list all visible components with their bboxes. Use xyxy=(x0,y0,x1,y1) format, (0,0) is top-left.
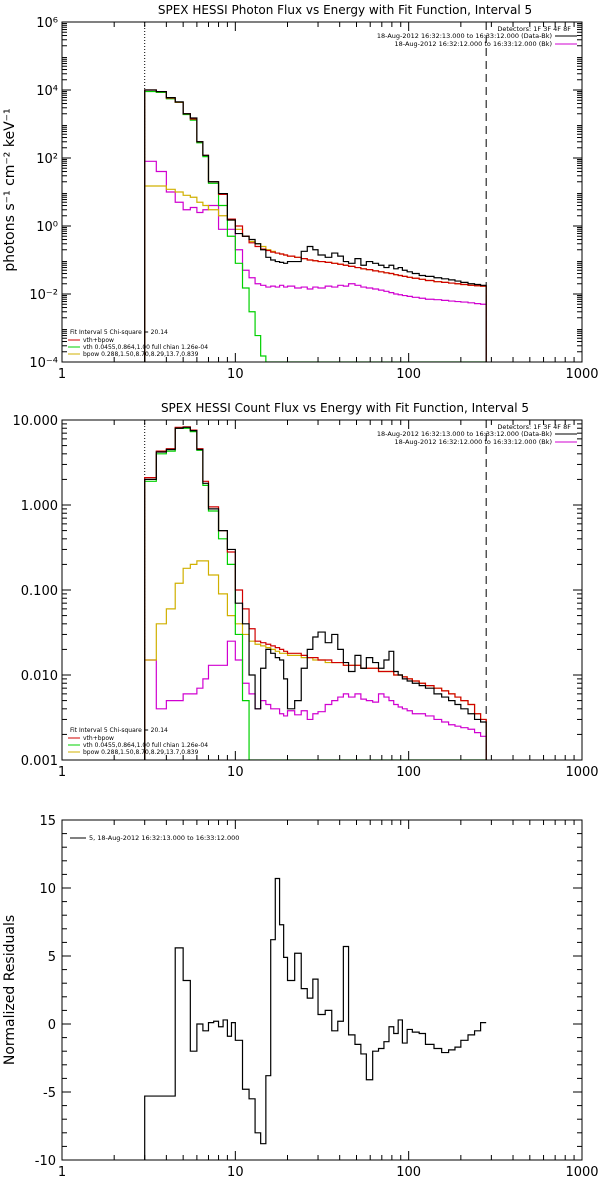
residual-series-total xyxy=(144,877,487,1160)
count-xtick-label: 1000 xyxy=(565,765,598,780)
count-series-total xyxy=(144,426,487,760)
photon-ytick-label: 10⁶ xyxy=(36,16,58,31)
photon-series-vth xyxy=(144,90,487,362)
count-xtick-label: 10 xyxy=(227,765,244,780)
photon-fit-line-model: vth+bpow xyxy=(83,337,114,344)
count-legend-bk-time: 18-Aug-2012 16:32:12.000 to 16:33:12.000… xyxy=(395,438,552,446)
residual-ytick-label: 5 xyxy=(48,950,56,965)
photon-series-total xyxy=(144,89,487,362)
photon-legend-bk-time: 18-Aug-2012 16:32:12.000 to 16:33:12.000… xyxy=(395,40,552,48)
photon-xtick-label: 1 xyxy=(58,367,66,382)
photon-panel: SPEX HESSI Photon Flux vs Energy with Fi… xyxy=(2,3,599,382)
count-traces xyxy=(144,420,487,760)
residual-traces xyxy=(144,877,487,1160)
count-panel: SPEX HESSI Count Flux vs Energy with Fit… xyxy=(13,401,599,780)
photon-legend-detectors: Detectors: 1F 3F 4F 8F xyxy=(497,25,571,33)
photon-ytick-label: 10⁻² xyxy=(29,288,58,303)
count-ytick-label: 0.100 xyxy=(21,584,58,599)
residual-xtick-label: 1000 xyxy=(565,1165,598,1180)
photon-ytick-label: 10⁻⁴ xyxy=(29,356,58,371)
residual-xtick-label: 10 xyxy=(227,1165,244,1180)
count-title: SPEX HESSI Count Flux vs Energy with Fit… xyxy=(161,401,529,415)
photon-frame xyxy=(61,21,583,363)
photon-ylabel: photons s⁻¹ cm⁻² keV⁻¹ xyxy=(2,108,18,271)
photon-fit-header: Fit Interval 5 Chi-square = 20.14 xyxy=(70,329,168,336)
count-ytick-label: 0.001 xyxy=(21,754,58,769)
photon-legend-data-time: 18-Aug-2012 16:32:13.000 to 16:33:12.000… xyxy=(377,32,552,40)
photon-ytick-label: 10⁴ xyxy=(36,84,58,99)
residual-ytick-label: -10 xyxy=(35,1154,56,1169)
photon-ytick-label: 10⁰ xyxy=(36,220,58,235)
residual-ytick-label: 15 xyxy=(39,814,56,829)
photon-title: SPEX HESSI Photon Flux vs Energy with Fi… xyxy=(158,3,532,17)
photon-xtick-label: 10 xyxy=(227,367,244,382)
count-series-model xyxy=(144,426,487,760)
photon-xtick-label: 100 xyxy=(396,367,421,382)
count-ytick-label: 10.000 xyxy=(13,414,59,429)
photon-traces xyxy=(144,22,487,362)
count-fit-line-bpow: bpow 0.288,1.50,8.70,8.29,13.7,0.839 xyxy=(83,749,199,756)
count-fit-line-vth: vth 0.0455,0.864,1.00 full chian 1.26e-0… xyxy=(83,742,208,749)
photon-series-bk xyxy=(144,160,487,362)
residual-ylabel: Normalized Residuals xyxy=(2,915,18,1065)
residual-ticks: 1 10 100 1000 -10 -5 0 5 10 15 xyxy=(35,814,599,1180)
residual-panel: Normalized Residuals 1 10 100 1000 -10 -5 0 5 10… xyxy=(2,814,599,1180)
residual-xtick-label: 100 xyxy=(396,1165,421,1180)
count-ytick-label: 1.000 xyxy=(21,499,58,514)
residual-ytick-label: 10 xyxy=(39,882,56,897)
count-ticks: 1 10 100 1000 0.001 0.010 0.100 1.000 10.000 xyxy=(13,414,599,780)
residual-ytick-label: -5 xyxy=(43,1086,56,1101)
photon-ticks: 1 10 100 1000 10⁻⁴ 10⁻² 10⁰ 10² 10⁴ 10⁶ xyxy=(29,16,598,382)
count-frame xyxy=(61,419,583,761)
residual-ytick-label: 0 xyxy=(48,1018,56,1033)
count-series-bpow xyxy=(144,560,487,760)
photon-fit-line-bpow: bpow 0.288,1.50,8.70,8.29,13.7,0.839 xyxy=(83,351,199,358)
photon-xtick-label: 1000 xyxy=(565,367,598,382)
count-xtick-label: 1 xyxy=(58,765,66,780)
count-legend-data-time: 18-Aug-2012 16:32:13.000 to 16:33:12.000… xyxy=(377,430,552,438)
count-fit-line-model: vth+bpow xyxy=(83,735,114,742)
count-fit-header: Fit Interval 5 Chi-square = 20.14 xyxy=(70,727,168,734)
count-series-bk xyxy=(144,640,487,760)
residual-frame xyxy=(61,819,583,1161)
photon-ytick-label: 10² xyxy=(36,152,58,167)
residual-xtick-label: 1 xyxy=(58,1165,66,1180)
count-ytick-label: 0.010 xyxy=(21,669,58,684)
photon-series-model xyxy=(144,89,487,362)
photon-series-bpow xyxy=(144,185,487,362)
count-xtick-label: 100 xyxy=(396,765,421,780)
residual-legend: 5, 18-Aug-2012 16:32:13.000 to 16:33:12.… xyxy=(89,834,239,842)
photon-fit-line-vth: vth 0.0455,0.864,1.00 full chian 1.26e-0… xyxy=(83,344,208,351)
count-legend-detectors: Detectors: 1F 3F 4F 8F xyxy=(497,423,571,431)
count-series-vth xyxy=(144,427,487,760)
